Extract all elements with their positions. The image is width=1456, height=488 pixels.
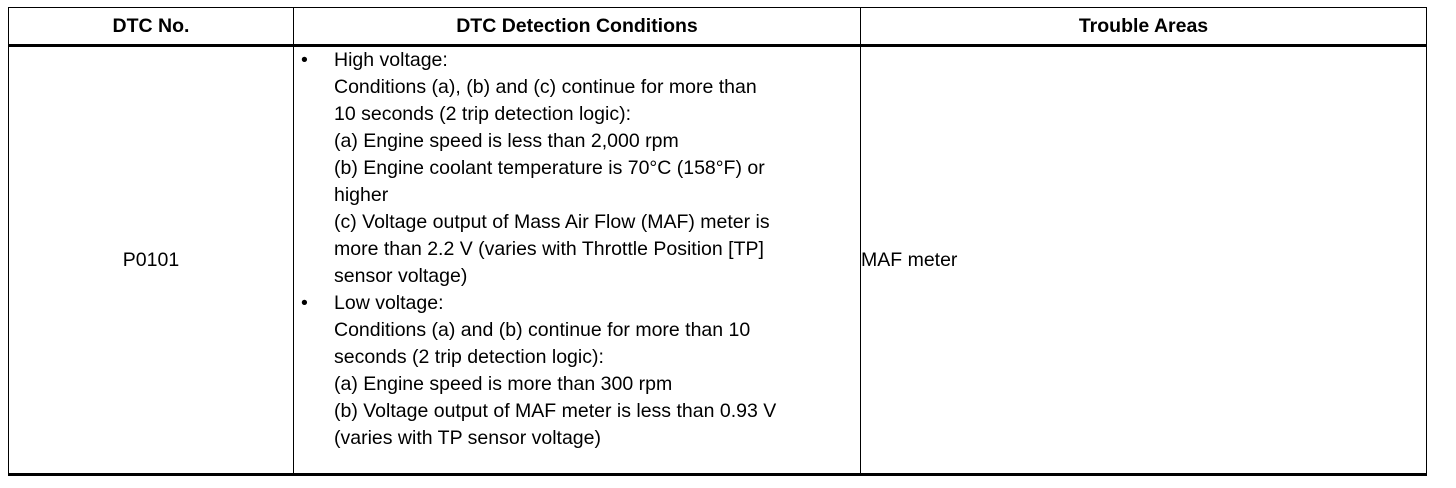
condition-line: (b) Voltage output of MAF meter is less … bbox=[334, 400, 777, 422]
condition-line: 10 seconds (2 trip detection logic): bbox=[334, 103, 631, 125]
header-row: DTC No. DTC Detection Conditions Trouble… bbox=[8, 7, 1427, 47]
condition-line: Conditions (a), (b) and (c) continue for… bbox=[334, 76, 757, 98]
condition-line: higher bbox=[334, 184, 389, 206]
header-trouble-areas: Trouble Areas bbox=[860, 7, 1427, 47]
condition-line: seconds (2 trip detection logic): bbox=[334, 346, 604, 368]
condition-line: (c) Voltage output of Mass Air Flow (MAF… bbox=[334, 211, 770, 233]
table-row: P0101 • High voltage: Conditions (a), (b… bbox=[8, 45, 1427, 476]
condition-line: more than 2.2 V (varies with Throttle Po… bbox=[334, 238, 764, 260]
header-detection-conditions: DTC Detection Conditions bbox=[293, 7, 861, 47]
condition-text: High voltage: Conditions (a), (b) and (c… bbox=[334, 47, 860, 290]
dtc-table: DTC No. DTC Detection Conditions Trouble… bbox=[8, 7, 1427, 476]
condition-line: Conditions (a) and (b) continue for more… bbox=[334, 319, 751, 341]
high-voltage-condition: • High voltage: Conditions (a), (b) and … bbox=[294, 47, 860, 290]
condition-line: (a) Engine speed is more than 300 rpm bbox=[334, 373, 673, 395]
condition-line: sensor voltage) bbox=[334, 265, 468, 287]
bullet-icon: • bbox=[301, 49, 308, 71]
low-voltage-condition: • Low voltage: Conditions (a) and (b) co… bbox=[294, 290, 860, 452]
dtc-code-cell: P0101 bbox=[8, 45, 294, 476]
condition-line: High voltage: bbox=[334, 49, 448, 71]
condition-line: (a) Engine speed is less than 2,000 rpm bbox=[334, 130, 679, 152]
condition-line: (varies with TP sensor voltage) bbox=[334, 427, 601, 449]
detection-conditions-cell: • High voltage: Conditions (a), (b) and … bbox=[293, 45, 861, 476]
bullet-icon: • bbox=[301, 292, 308, 314]
trouble-areas-cell: MAF meter bbox=[860, 45, 1427, 476]
condition-line: (b) Engine coolant temperature is 70°C (… bbox=[334, 157, 765, 179]
header-dtc-no: DTC No. bbox=[8, 7, 294, 47]
condition-text: Low voltage: Conditions (a) and (b) cont… bbox=[334, 290, 860, 452]
condition-line: Low voltage: bbox=[334, 292, 444, 314]
